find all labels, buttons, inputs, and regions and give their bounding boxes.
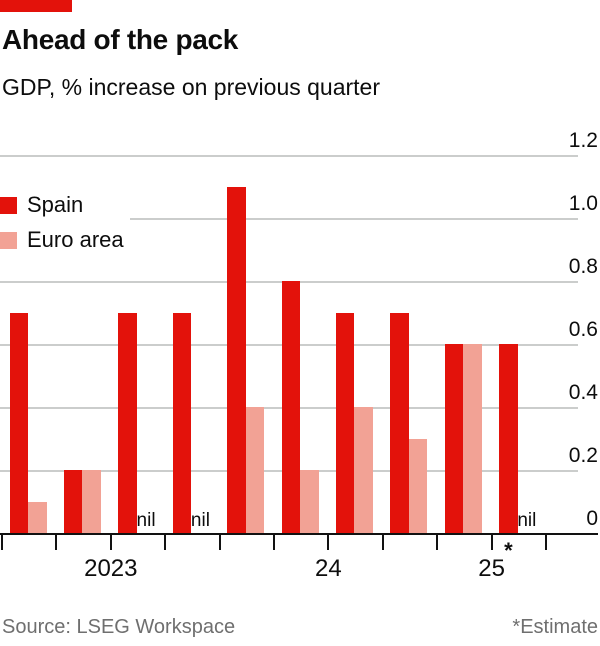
y-axis-label-1.0: 1.0 bbox=[568, 192, 598, 215]
gridline-1.2 bbox=[0, 155, 578, 157]
x-axis-label-2023: 2023 bbox=[84, 555, 138, 582]
x-axis-tick bbox=[273, 535, 275, 550]
x-axis-tick bbox=[436, 535, 439, 550]
nil-label-2023-q4: nil bbox=[190, 510, 210, 531]
legend-label-euro-area: Euro area bbox=[27, 227, 124, 252]
bar-euro-area-2024-q4 bbox=[408, 438, 428, 533]
nil-label-2023-q3: nil bbox=[136, 510, 156, 531]
y-axis-label-0.8: 0.8 bbox=[568, 255, 598, 278]
x-axis-tick bbox=[381, 535, 384, 550]
bar-spain-2024-q4 bbox=[390, 312, 409, 533]
bar-euro-area-2024-q1 bbox=[245, 407, 265, 533]
estimate-asterisk: * bbox=[504, 538, 513, 563]
bar-euro-area-2024-q3 bbox=[354, 407, 373, 533]
y-axis-label-0.4: 0.4 bbox=[568, 381, 598, 404]
footer: Source: LSEG Workspace *Estimate bbox=[2, 616, 598, 639]
euro-area-swatch bbox=[0, 232, 17, 249]
bar-euro-area-2025-q1 bbox=[463, 344, 482, 533]
bar-euro-area-2023-q2 bbox=[82, 470, 101, 533]
x-axis-label-24: 24 bbox=[315, 555, 342, 582]
y-axis-label-0.2: 0.2 bbox=[568, 444, 598, 467]
brand-tag bbox=[0, 0, 72, 12]
bar-spain-2023-q3 bbox=[118, 312, 137, 533]
y-axis-label-0.6: 0.6 bbox=[568, 318, 598, 341]
source-note: Source: LSEG Workspace bbox=[2, 616, 236, 638]
x-axis-label-25: 25 bbox=[478, 555, 505, 582]
gridline-1.0 bbox=[130, 218, 578, 220]
bar-spain-2023-q4 bbox=[172, 312, 192, 533]
x-axis-tick bbox=[109, 535, 112, 550]
x-axis-tick bbox=[490, 535, 493, 550]
bar-spain-2024-q1 bbox=[227, 186, 246, 533]
x-axis-tick bbox=[218, 535, 221, 550]
bar-spain-2024-q3 bbox=[335, 312, 355, 533]
chart-subtitle: GDP, % increase on previous quarter bbox=[2, 74, 380, 100]
spain-swatch bbox=[0, 197, 17, 214]
bar-spain-2024-q2 bbox=[281, 281, 300, 533]
bar-spain-2023-q1 bbox=[9, 312, 28, 533]
bar-spain-2025-q2 bbox=[499, 344, 518, 533]
y-axis-label-1.2: 1.2 bbox=[568, 129, 598, 152]
x-axis-line bbox=[0, 533, 598, 535]
bar-spain-2023-q2 bbox=[63, 470, 83, 533]
estimate-note: *Estimate bbox=[512, 616, 598, 638]
x-axis-tick bbox=[1, 535, 3, 550]
bar-euro-area-2024-q2 bbox=[300, 470, 319, 533]
bar-euro-area-2023-q1 bbox=[28, 501, 47, 533]
x-axis-tick bbox=[327, 535, 330, 550]
chart-title: Ahead of the pack bbox=[2, 24, 239, 55]
plot-area: 0 0.2 0.4 0.6 0.8 1.0 1.2 nil nil nil 2023 24 25 * bbox=[0, 120, 600, 600]
legend-label-spain: Spain bbox=[27, 192, 84, 217]
bar-spain-2025-q1 bbox=[444, 344, 464, 533]
x-axis-tick bbox=[164, 535, 167, 550]
y-axis-label-0: 0 bbox=[586, 507, 598, 530]
x-axis-tick bbox=[545, 535, 547, 550]
x-axis-tick bbox=[55, 535, 58, 550]
nil-label-2025-q2: nil bbox=[517, 510, 537, 531]
